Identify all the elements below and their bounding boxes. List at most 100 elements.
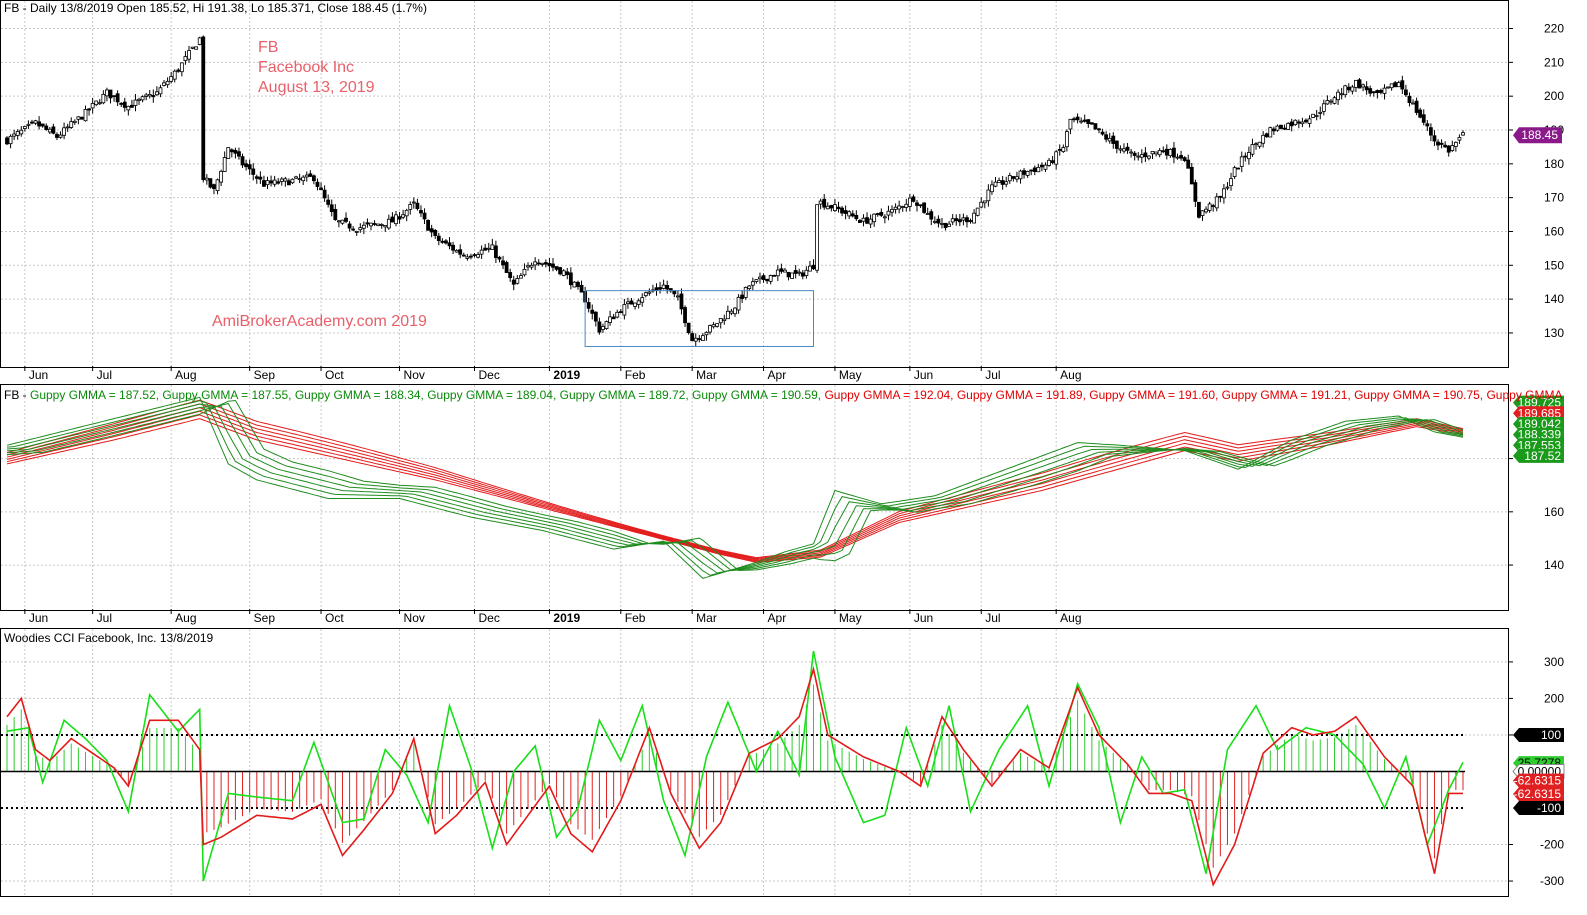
candle-body (22, 126, 27, 129)
candle-body (483, 247, 488, 251)
candle-body (1393, 82, 1398, 88)
candle-body (893, 206, 898, 210)
candle-body (144, 94, 149, 97)
candle-body (1443, 144, 1448, 148)
candle-body (618, 311, 623, 314)
x-axis-month-label: Apr (768, 368, 787, 382)
candle-body (1314, 115, 1319, 117)
candle-body (494, 245, 498, 258)
candle-body (1193, 182, 1198, 202)
candle-body (376, 223, 381, 227)
x-axis-month-label: Dec (478, 368, 499, 382)
candle-body (397, 216, 402, 220)
candle-body (918, 204, 923, 207)
candle-body (1254, 143, 1258, 146)
candle-body (97, 102, 102, 105)
candle-body (126, 105, 131, 111)
candle-body (611, 316, 616, 320)
candle-body (251, 168, 256, 175)
candle-body (1204, 208, 1208, 213)
candle-body (679, 293, 684, 310)
candle-body (401, 214, 406, 218)
cci-line (6, 666, 1463, 887)
candle-body (479, 249, 484, 255)
candle-body (975, 207, 980, 216)
candle-body (308, 173, 313, 177)
candle-body (540, 262, 545, 265)
candle-body (1068, 118, 1073, 130)
candle-body (590, 309, 595, 314)
candle-body (426, 220, 430, 231)
candle-body (772, 274, 777, 277)
x-axis-month-label: Mar (696, 368, 717, 382)
candle-body (572, 281, 577, 288)
candle-body (665, 284, 670, 290)
x-axis-month-label: Jul (97, 368, 112, 382)
candle-body (647, 291, 652, 294)
candle-body (33, 120, 38, 124)
candle-body (1222, 188, 1226, 199)
candle-body (326, 199, 331, 205)
candle-body (1446, 145, 1451, 153)
candle-body (269, 180, 273, 184)
candle-body (797, 271, 802, 274)
gmma-axis-tag-label: 189.685 (1518, 406, 1562, 420)
candle-body (1107, 137, 1112, 142)
candle-body (1136, 155, 1141, 158)
candle-body (122, 101, 127, 108)
candle-body (811, 264, 816, 270)
candle-body (875, 213, 880, 215)
candle-body (1389, 83, 1394, 89)
price-pane-title: FB - Daily 13/8/2019 Open 185.52, Hi 191… (4, 1, 427, 15)
watermark-text: AmiBrokerAcademy.com 2019 (212, 313, 427, 330)
candle-body (1371, 91, 1376, 94)
candle-body (1418, 109, 1423, 118)
candle-body (833, 204, 837, 211)
candle-body (1354, 79, 1358, 88)
candle-body (312, 175, 316, 182)
candle-body (722, 318, 727, 322)
candle-body (226, 147, 231, 159)
candle-body (140, 96, 145, 101)
candle-body (12, 133, 17, 137)
candle-body (551, 263, 555, 268)
candle-body (568, 272, 573, 286)
gmma-long-line (6, 403, 1464, 560)
candle-body (604, 321, 609, 329)
candle-body (1286, 123, 1291, 130)
chart-annotation: FB Facebook Inc August 13, 2019 (258, 38, 375, 98)
gmma-long-line (6, 414, 1464, 562)
candle-body (1350, 86, 1355, 92)
candle-body (729, 310, 734, 314)
candle-body (1211, 205, 1216, 207)
price-y-tick-label: 170 (1544, 191, 1564, 205)
candle-body (936, 218, 941, 224)
candle-body (458, 249, 463, 255)
candle-body (319, 187, 323, 191)
candle-body (1346, 86, 1351, 91)
candle-body (1396, 82, 1401, 88)
candle-body (526, 265, 530, 268)
candle-body (394, 214, 398, 225)
gmma-axis-tag (1513, 438, 1564, 453)
candle-body (1461, 132, 1465, 136)
candle-body (1382, 87, 1387, 94)
candle-body (1125, 146, 1130, 151)
x-axis-month-label: Jul (985, 368, 1000, 382)
candle-body (5, 137, 9, 145)
cci-y-tick-label: -200 (1540, 838, 1564, 852)
candle-body (743, 287, 748, 298)
candle-body (1147, 155, 1151, 159)
candle-body (90, 103, 95, 109)
candle-body (497, 256, 502, 260)
candle-body (65, 126, 70, 129)
gmma-long-label: Guppy GMMA = 190.75, (1354, 388, 1487, 402)
candle-body (1061, 147, 1066, 153)
candle-body (840, 207, 844, 214)
gmma-long-line (6, 407, 1464, 561)
candle-body (108, 89, 113, 99)
candle-body (800, 272, 805, 277)
cci-pane-title: Woodies CCI Facebook, Inc. 13/8/2019 (4, 631, 214, 645)
candle-body (1343, 85, 1348, 96)
gmma-short-label: Guppy GMMA = 189.72, (559, 388, 693, 402)
